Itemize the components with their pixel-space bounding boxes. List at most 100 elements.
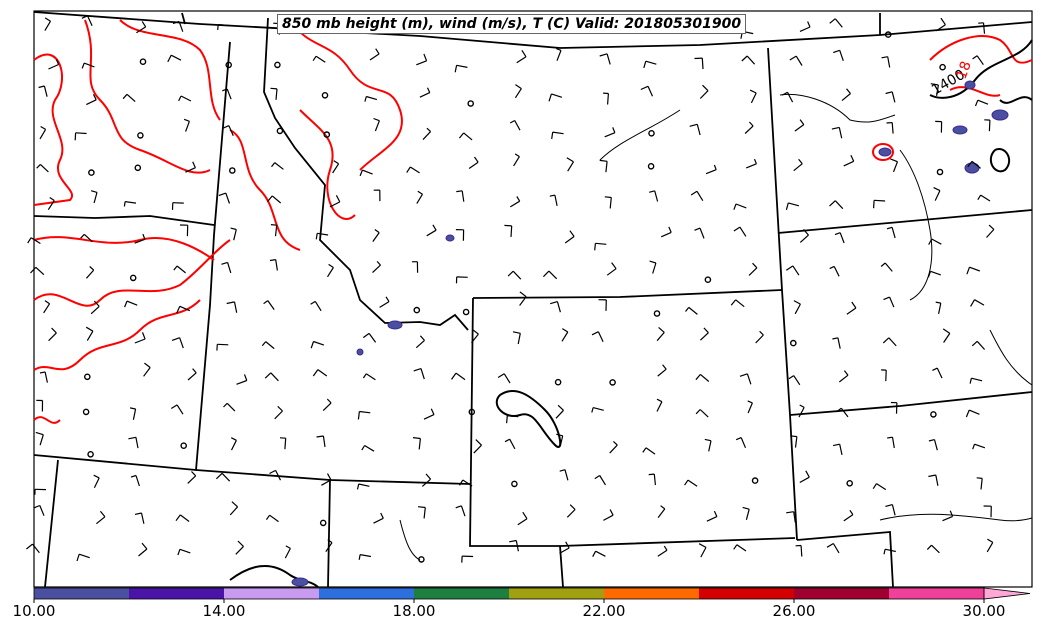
- wind-barb-flag: [987, 538, 994, 543]
- wind-barb-flag: [231, 501, 239, 508]
- wind-barb: [221, 472, 231, 482]
- calm-wind-marker: [468, 408, 476, 416]
- wind-barb-flag: [976, 477, 983, 479]
- wind-barb: [976, 55, 984, 66]
- wind-barb: [321, 479, 332, 486]
- wind-barb: [233, 229, 237, 241]
- wind-barb-flag: [592, 550, 597, 557]
- wind-barb: [699, 90, 709, 99]
- calm-wind-marker: [88, 169, 95, 176]
- temperature-contour-line: [949, 86, 1001, 97]
- wind-barb: [799, 234, 809, 243]
- wind-barb-flag: [362, 332, 370, 339]
- wind-barb: [126, 93, 136, 103]
- wind-barb-flag: [658, 326, 665, 333]
- wind-barb: [834, 200, 844, 210]
- wind-barb-flag: [612, 127, 616, 133]
- calm-wind-marker: [134, 164, 142, 172]
- wind-barb: [423, 414, 435, 420]
- wind-barb-flag: [703, 327, 709, 334]
- wind-barb: [369, 53, 380, 61]
- wind-barb: [79, 553, 90, 559]
- calm-wind-marker: [609, 379, 616, 386]
- wind-barb: [332, 163, 340, 174]
- wind-barb: [891, 91, 896, 103]
- calm-wind-marker: [884, 31, 892, 38]
- wind-barb: [140, 512, 145, 524]
- wind-barb-flag: [730, 299, 737, 306]
- calm-wind-marker: [87, 450, 94, 458]
- wind-barb: [700, 547, 707, 558]
- wind-barb-flag: [326, 398, 332, 404]
- wind-barb-flag: [357, 411, 360, 420]
- wind-barb: [315, 55, 326, 63]
- wind-barb-flag: [92, 94, 97, 101]
- wind-barb-flag: [335, 195, 341, 203]
- calm-wind-marker: [413, 306, 421, 314]
- wind-barb: [660, 231, 672, 238]
- wind-barb-flag: [458, 479, 464, 486]
- wind-barb: [793, 511, 796, 523]
- temperature-contour-line: [33, 299, 201, 371]
- wind-barb-flag: [713, 164, 717, 170]
- wind-barb: [271, 195, 282, 204]
- wind-barb: [606, 53, 611, 65]
- wind-barb: [180, 95, 192, 102]
- calm-wind-marker: [180, 442, 187, 450]
- wind-barb: [179, 337, 184, 349]
- wind-barb-flag: [890, 158, 898, 163]
- wind-barb-flag: [935, 301, 941, 304]
- wind-barb: [419, 92, 431, 98]
- wind-barb-flag: [509, 119, 515, 124]
- colorbar-segment: [509, 588, 605, 599]
- wind-barb: [794, 303, 801, 315]
- wind-barb: [708, 440, 712, 452]
- wind-barb: [517, 518, 528, 526]
- wind-barb-flag: [509, 539, 517, 543]
- wind-barb-flag: [612, 440, 618, 446]
- wind-barb-flag: [312, 369, 319, 377]
- wind-barb-flag: [662, 364, 667, 370]
- wind-barb: [800, 545, 803, 557]
- wind-barb-flag: [749, 89, 757, 94]
- wind-barb: [515, 540, 519, 552]
- wind-barb: [179, 548, 191, 554]
- wind-barb-flag: [829, 200, 836, 207]
- wind-barb: [792, 265, 800, 276]
- wind-barb: [364, 444, 375, 452]
- wind-barb: [891, 504, 896, 516]
- wind-barb-flag: [928, 474, 936, 478]
- height-contour-line: [989, 148, 1011, 173]
- wind-barb-flag: [215, 472, 223, 480]
- wind-barb: [317, 232, 329, 236]
- wind-barb: [509, 438, 516, 450]
- wind-barb: [559, 435, 564, 447]
- wind-barb-flag: [55, 59, 60, 65]
- calm-wind-marker: [936, 168, 944, 176]
- wind-barb: [471, 333, 479, 344]
- wind-barb-flag: [695, 409, 701, 415]
- wind-barb-flag: [327, 539, 333, 544]
- wind-barb: [688, 306, 698, 315]
- wind-barb-flag: [417, 190, 423, 195]
- wind-barb: [510, 225, 513, 237]
- wind-barb: [415, 339, 425, 349]
- wind-barb-flag: [474, 156, 479, 163]
- wind-barb-flag: [549, 194, 556, 197]
- wind-barb: [284, 438, 287, 450]
- wind-barb-flag: [660, 505, 666, 510]
- colorbar-segment: [604, 588, 700, 599]
- wind-barb-flag: [521, 49, 527, 58]
- wind-barb: [326, 267, 334, 278]
- wind-barb: [423, 507, 426, 519]
- wind-barb: [889, 296, 895, 308]
- wind-barb: [933, 439, 938, 451]
- wind-barb: [228, 125, 234, 136]
- wind-barb: [750, 92, 757, 104]
- calm-wind-marker: [129, 274, 137, 282]
- wind-barb-flag: [704, 438, 712, 442]
- wind-barb-flag: [226, 301, 235, 305]
- wind-barb: [592, 407, 604, 411]
- calm-wind-marker: [939, 63, 946, 71]
